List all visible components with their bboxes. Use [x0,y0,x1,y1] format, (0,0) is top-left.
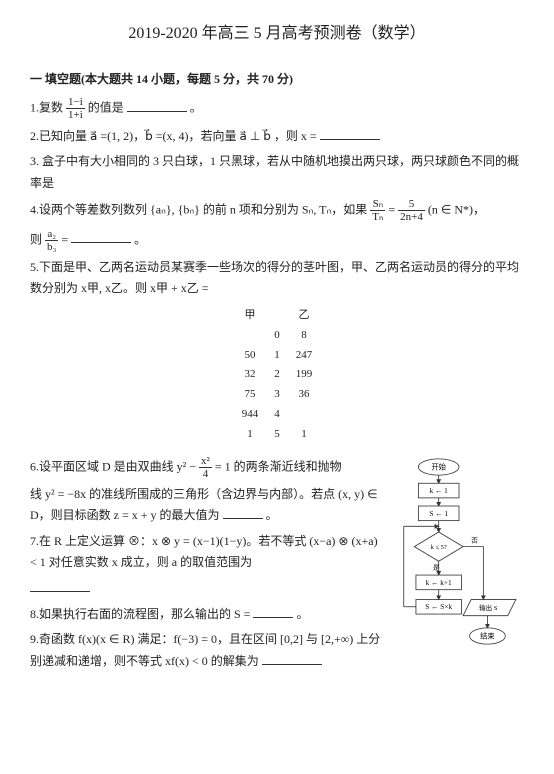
stem-header-right: 乙 [288,306,321,326]
q4-frac2: 5 2n+4 [398,198,425,223]
q6-frac: x² 4 [199,455,212,480]
q7-text: 7.在 R 上定义运算 ⊗：x ⊗ y = (x−1)(1−y)。若不等式 (x… [30,534,378,570]
q4-frac3-num: a₂ [45,228,58,241]
question-7: 7.在 R 上定义运算 ⊗：x ⊗ y = (x−1)(1−y)。若不等式 (x… [30,531,386,574]
question-4b: 则 a₂ b₃ = 。 [30,228,524,253]
stem-cell: 1 [234,425,267,445]
q1-text-b: 的值是 [88,101,124,115]
stem-cell: 4 [266,405,288,425]
answer-blank [253,605,293,618]
q4-text-e: 。 [134,232,146,246]
q4-frac1-num: Sₙ [370,198,385,211]
stem-cell: 1 [266,346,288,366]
q6-text-d: 。 [266,508,278,522]
flow-end: 结束 [480,631,495,640]
q4-eq: = [388,203,398,217]
q4-text-b: (n ∈ N*)， [428,203,485,217]
q8-text: 8.如果执行右面的流程图，那么输出的 S = [30,607,250,621]
q6-text-a: 6.设平面区域 D 是由双曲线 y² − [30,459,199,473]
q4-frac2-den: 2n+4 [398,211,425,223]
stem-cell: 247 [288,346,321,366]
question-6b: 线 y² = −8x 的准线所围成的三角形（含边界与内部）。若点 (x, y) … [30,484,386,527]
q1-text-a: 1.复数 [30,101,66,115]
flow-s4: S ← S×k [425,602,452,611]
q6-text-b: = 1 的两条渐近线和抛物 [215,459,342,473]
flow-out: 输出 S [479,603,498,612]
flowchart: 开始 k ← 1 S ← 1 k ≤ 5? 是 否 k ← k+1 [394,451,524,691]
section-heading: 一 填空题(本大题共 14 小题，每题 5 分，共 70 分) [30,69,524,91]
q1-fraction: 1−i 1+i [66,96,85,121]
flow-no: 否 [471,536,478,544]
stem-cell: 32 [234,365,267,385]
q4-text-c: 则 [30,232,45,246]
q6-den: 4 [199,468,212,480]
question-2: 2.已知向量 a⃗ =(1, 2)，b⃗ =(x, 4)，若向量 a⃗ ⊥ b⃗… [30,126,524,148]
q1-text-c: 。 [190,101,202,115]
answer-blank [127,99,187,112]
q4-frac1: Sₙ Tₙ [370,198,385,223]
stem-cell: 36 [288,385,321,405]
question-7b [30,578,386,600]
q6-num: x² [199,455,212,468]
flow-s2: S ← 1 [429,508,448,517]
answer-blank [223,506,263,519]
question-5: 5.下面是甲、乙两名运动员某赛季一些场次的得分的茎叶图，甲、乙两名运动员的得分的… [30,257,524,300]
stem-cell: 1 [288,425,321,445]
flow-s3: k ← k+1 [426,577,452,586]
q1-num: 1−i [66,96,85,109]
page-title: 2019-2020 年高三 5 月高考预测卷（数学） [30,20,524,49]
stem-cell [234,326,267,346]
flow-cond: k ≤ 5? [431,544,447,551]
question-1: 1.复数 1−i 1+i 的值是 。 [30,96,524,121]
stem-header-left: 甲 [234,306,267,326]
answer-blank [320,127,380,140]
flow-s1: k ← 1 [430,486,449,495]
answer-blank [30,579,90,592]
q4-frac2-num: 5 [398,198,425,211]
question-6: 6.设平面区域 D 是由双曲线 y² − x² 4 = 1 的两条渐近线和抛物 [30,455,386,480]
answer-blank [71,230,131,243]
q1-den: 1+i [66,109,85,121]
stem-cell: 2 [266,365,288,385]
answer-blank [262,652,322,665]
question-8: 8.如果执行右面的流程图，那么输出的 S = 。 [30,604,386,626]
q3-text: 3. 盒子中有大小相同的 3 只白球，1 只黑球，若从中随机地摸出两只球，两只球… [30,154,519,190]
stem-cell: 199 [288,365,321,385]
question-3: 3. 盒子中有大小相同的 3 只白球，1 只黑球，若从中随机地摸出两只球，两只球… [30,151,524,194]
stem-cell [288,405,321,425]
q8-text-b: 。 [296,607,308,621]
stem-cell: 3 [266,385,288,405]
flow-start: 开始 [431,462,446,471]
q4-frac1-den: Tₙ [370,211,385,223]
q9-text: 9.奇函数 f(x)(x ∈ R) 满足：f(−3) = 0，且在区间 [0,2… [30,632,380,668]
question-9: 9.奇函数 f(x)(x ∈ R) 满足：f(−3) = 0，且在区间 [0,2… [30,629,386,672]
stem-cell: 944 [234,405,267,425]
stem-cell: 50 [234,346,267,366]
q5-text: 5.下面是甲、乙两名运动员某赛季一些场次的得分的茎叶图，甲、乙两名运动员的得分的… [30,260,519,296]
stem-cell: 5 [266,425,288,445]
stem-leaf-table: 甲 乙 08501247322199753369444151 [234,306,321,445]
stem-cell: 75 [234,385,267,405]
question-4: 4.设两个等差数列数列 {aₙ}, {bₙ} 的前 n 项和分别为 Sₙ, Tₙ… [30,198,524,223]
q2-text: 2.已知向量 a⃗ =(1, 2)，b⃗ =(x, 4)，若向量 a⃗ ⊥ b⃗… [30,129,317,143]
q4-frac3-den: b₃ [45,241,58,253]
stem-cell: 0 [266,326,288,346]
q6-text-c: 线 y² = −8x 的准线所围成的三角形（含边界与内部）。若点 (x, y) … [30,487,378,523]
q4-text-a: 4.设两个等差数列数列 {aₙ}, {bₙ} 的前 n 项和分别为 Sₙ, Tₙ… [30,203,370,217]
q4-text-d: = [61,232,68,246]
q4-frac3: a₂ b₃ [45,228,58,253]
stem-cell: 8 [288,326,321,346]
